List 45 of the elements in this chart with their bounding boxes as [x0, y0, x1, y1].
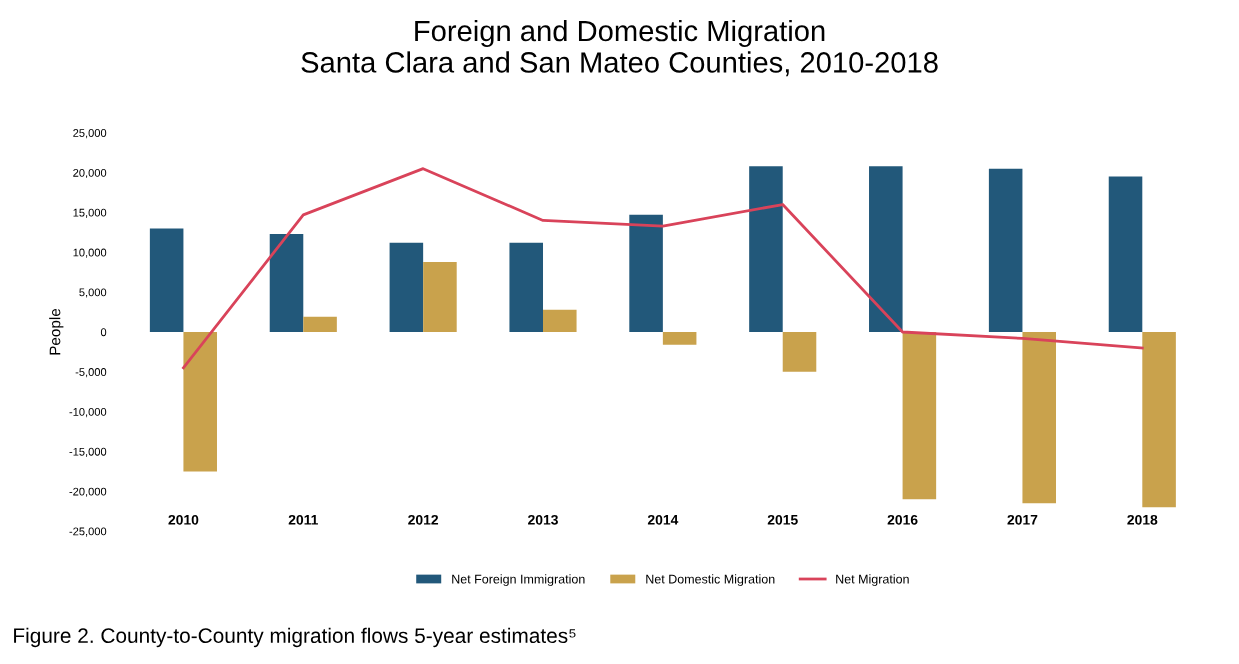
bar [509, 242, 544, 332]
bar [1022, 332, 1057, 504]
bar [902, 332, 937, 500]
bar [269, 233, 304, 332]
y-tick-label: -5,000 [75, 368, 107, 378]
x-tick-label: 2010 [168, 514, 199, 525]
x-tick-label: 2012 [408, 514, 439, 525]
legend-label: Net Migration [836, 574, 909, 586]
chart-title: Foreign and Domestic Migration Santa Clara and San Mateo Counties, 2010-2018 [301, 19, 938, 77]
x-tick-label: 2013 [528, 514, 558, 525]
bar [1108, 176, 1143, 332]
y-tick-label: -25,000 [69, 527, 107, 537]
y-tick-label: 20,000 [73, 168, 107, 179]
y-tick-label: 25,000 [73, 129, 107, 139]
y-tick-label: 5,000 [79, 288, 107, 298]
x-tick-label: 2011 [288, 514, 318, 525]
y-axis-title: People [49, 308, 64, 355]
bar [303, 316, 337, 332]
legend-label: Net Domestic Migration [646, 574, 775, 586]
bar [543, 309, 577, 332]
bar [662, 332, 697, 345]
y-tick-label: 10,000 [73, 248, 107, 258]
x-tick-label: 2018 [1127, 514, 1158, 525]
y-tick-label: -15,000 [69, 447, 107, 457]
x-tick-label: 2014 [647, 514, 679, 525]
x-tick-label: 2015 [767, 514, 798, 525]
bar [782, 332, 817, 372]
bar [869, 166, 903, 332]
caption: Figure 2. County-to-County migration flows 5-year estimates⁵ [14, 627, 576, 648]
bar [389, 242, 424, 332]
bar [1142, 332, 1176, 508]
y-tick-label: 0 [100, 328, 107, 337]
bar [629, 214, 663, 332]
y-tick-label: 15,000 [73, 208, 107, 218]
legend-label: Net Foreign Immigration [452, 574, 585, 586]
line-series [182, 167, 1144, 370]
y-tick-label: -20,000 [69, 487, 107, 497]
x-tick-label: 2017 [1007, 514, 1038, 525]
bar [749, 166, 783, 332]
bar [988, 168, 1023, 332]
y-tick-label: -10,000 [69, 407, 107, 418]
bar [183, 332, 217, 472]
bar [149, 228, 184, 332]
bar [423, 261, 457, 332]
x-tick-label: 2016 [887, 514, 918, 525]
